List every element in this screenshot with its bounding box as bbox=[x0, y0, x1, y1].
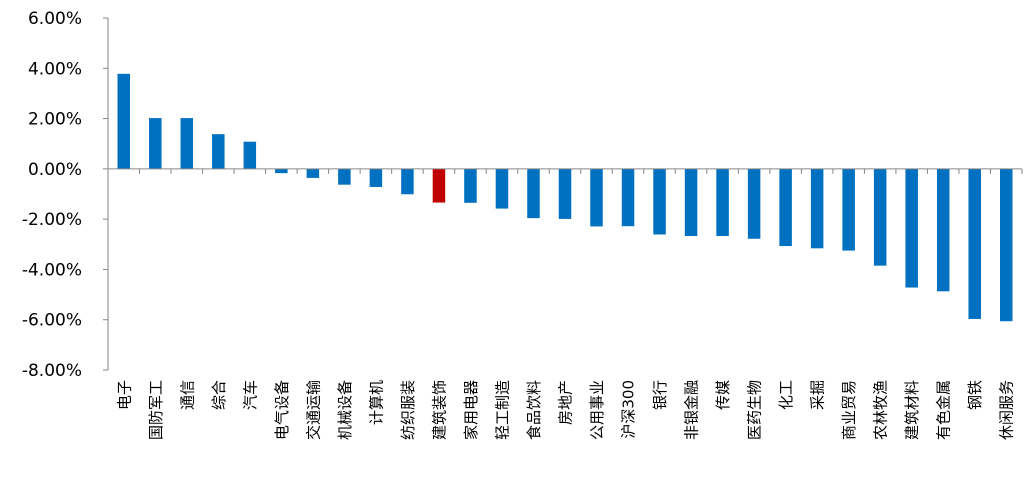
bar-23 bbox=[842, 168, 855, 251]
x-tick-label: 计算机 bbox=[367, 380, 385, 425]
x-tick-label: 钢铁 bbox=[966, 380, 984, 410]
y-tick-label: -4.00% bbox=[22, 260, 82, 280]
x-tick-label: 建筑材料 bbox=[903, 380, 921, 440]
x-tick-label: 国防军工 bbox=[147, 380, 165, 440]
x-tick-label: 化工 bbox=[777, 380, 795, 410]
x-tick-label: 建筑装饰 bbox=[430, 380, 448, 440]
bar-21 bbox=[779, 168, 792, 247]
bar-1 bbox=[149, 118, 162, 169]
x-tick-label: 采掘 bbox=[809, 380, 827, 410]
bar-6 bbox=[306, 168, 320, 178]
x-tick-label: 有色金属 bbox=[935, 380, 953, 440]
bar-0 bbox=[117, 73, 131, 169]
bar-15 bbox=[590, 168, 603, 227]
y-tick-label: 6.00% bbox=[28, 9, 82, 29]
bar-19 bbox=[716, 168, 729, 236]
bar-3 bbox=[212, 134, 225, 169]
x-tick-label: 通信 bbox=[178, 380, 196, 410]
bar-28 bbox=[999, 168, 1013, 322]
bar-24 bbox=[873, 168, 887, 266]
bar-2 bbox=[180, 118, 194, 169]
x-tick-label: 银行 bbox=[651, 380, 669, 410]
bar-20 bbox=[747, 168, 761, 239]
bar-8 bbox=[369, 168, 383, 187]
bar-13 bbox=[527, 168, 540, 219]
x-tick-label: 交通运输 bbox=[304, 380, 322, 440]
bar-9 bbox=[401, 168, 414, 195]
bar-14 bbox=[558, 168, 572, 219]
bar-22 bbox=[810, 168, 824, 249]
bar-17 bbox=[653, 168, 666, 235]
x-tick-label: 房地产 bbox=[557, 380, 575, 425]
x-tick-label: 公用事业 bbox=[588, 380, 606, 440]
x-tick-label: 沪深300 bbox=[620, 380, 638, 439]
y-tick-label: -8.00% bbox=[22, 361, 82, 381]
bar-16 bbox=[621, 168, 635, 227]
bar-26 bbox=[936, 168, 950, 292]
bar-25 bbox=[905, 168, 918, 288]
y-tick-label: 4.00% bbox=[28, 59, 82, 79]
x-tick-label: 休闲服务 bbox=[998, 380, 1016, 440]
bar-18 bbox=[684, 168, 698, 236]
bar-4 bbox=[243, 141, 257, 169]
x-tick-label: 轻工制造 bbox=[493, 380, 511, 440]
x-tick-label: 非银金融 bbox=[683, 380, 701, 440]
x-tick-label: 综合 bbox=[210, 380, 228, 410]
y-tick-label: -6.00% bbox=[22, 311, 82, 331]
bar-5 bbox=[275, 168, 288, 174]
x-tick-label: 家用电器 bbox=[462, 380, 480, 440]
x-tick-label: 机械设备 bbox=[336, 380, 354, 440]
x-tick-label: 汽车 bbox=[241, 380, 259, 410]
x-tick-label: 纺织服装 bbox=[399, 380, 417, 440]
y-tick-label: -2.00% bbox=[22, 210, 82, 230]
bar-7 bbox=[338, 168, 351, 185]
bar-11 bbox=[464, 168, 477, 203]
x-tick-label: 电子 bbox=[115, 380, 133, 410]
x-tick-label: 农林牧渔 bbox=[872, 380, 890, 440]
y-tick-label: 2.00% bbox=[28, 110, 82, 130]
bar-27 bbox=[968, 168, 981, 319]
bar-10 bbox=[432, 168, 446, 203]
x-tick-label: 电气设备 bbox=[273, 380, 291, 440]
y-tick-label: 0.00% bbox=[28, 160, 82, 180]
x-tick-label: 食品饮料 bbox=[525, 380, 543, 440]
bar-12 bbox=[495, 168, 509, 209]
x-tick-label: 商业贸易 bbox=[840, 380, 858, 440]
x-tick-label: 医药生物 bbox=[746, 380, 764, 440]
x-tick-label: 传媒 bbox=[714, 380, 732, 410]
